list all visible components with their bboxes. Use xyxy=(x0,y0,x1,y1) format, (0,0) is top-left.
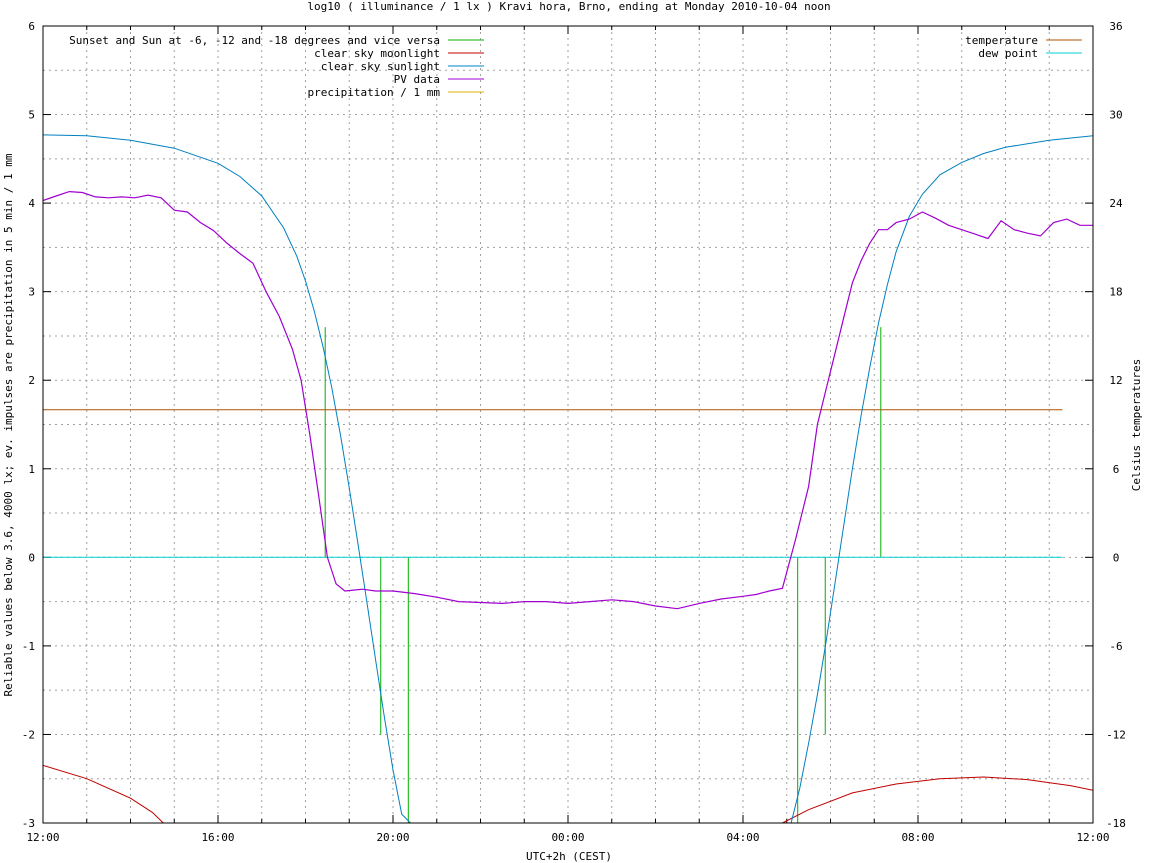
legend-label: dew point xyxy=(978,47,1038,60)
legend-label: Sunset and Sun at -6, -12 and -18 degree… xyxy=(69,34,440,47)
y2-axis-label: Celsius temperatures xyxy=(1130,359,1143,491)
x-tick-label: 16:00 xyxy=(201,831,234,844)
pv-data-line xyxy=(43,190,1093,610)
y2-tick-label: 0 xyxy=(1113,551,1120,564)
legend-label: temperature xyxy=(965,34,1038,47)
x-tick-label: 20:00 xyxy=(376,831,409,844)
y-tick-label: -3 xyxy=(22,817,35,830)
y-tick-label: 0 xyxy=(28,551,35,564)
y2-tick-label: -6 xyxy=(1109,640,1122,653)
y-tick-label: 5 xyxy=(28,109,35,122)
y-axis-label: Reliable values below 3.6, 4000 lx; ev. … xyxy=(2,153,15,696)
legend-label: precipitation / 1 mm xyxy=(308,86,441,99)
series-layer xyxy=(43,134,1093,823)
y2-tick-label: 6 xyxy=(1113,463,1120,476)
x-tick-label: 12:00 xyxy=(26,831,59,844)
legend-left: Sunset and Sun at -6, -12 and -18 degree… xyxy=(69,34,484,99)
y-tick-label: -2 xyxy=(22,728,35,741)
moonlight-line xyxy=(782,776,1093,823)
y-tick-label: 1 xyxy=(28,463,35,476)
x-tick-label: 00:00 xyxy=(551,831,584,844)
y-tick-label: -1 xyxy=(22,640,35,653)
y2-tick-label: 18 xyxy=(1109,286,1122,299)
moonlight-line xyxy=(43,764,164,823)
chart-title: log10 ( illuminance / 1 lx ) Kravi hora,… xyxy=(307,0,830,13)
y-tick-label: 2 xyxy=(28,374,35,387)
x-axis-label: UTC+2h (CEST) xyxy=(526,850,612,863)
y2-tick-label: 36 xyxy=(1109,20,1122,33)
y-axis-left: -3 -2 -1 0 1 2 3 4 5 6 xyxy=(22,20,51,830)
legend-label: PV data xyxy=(394,73,440,86)
x-tick-label: 08:00 xyxy=(901,831,934,844)
y-axis-right: -18 -12 -6 0 6 12 18 24 30 36 xyxy=(1085,20,1126,830)
y2-tick-label: -12 xyxy=(1106,728,1126,741)
plot-frame xyxy=(42,25,1094,824)
legend-label: clear sky sunlight xyxy=(321,60,440,73)
x-tick-label: 12:00 xyxy=(1076,831,1109,844)
x-axis: 12:00 16:00 20:00 00:00 04:00 08:00 12:00 xyxy=(26,26,1110,844)
y-tick-label: 6 xyxy=(28,20,35,33)
y-tick-label: 3 xyxy=(28,286,35,299)
y2-tick-label: 12 xyxy=(1109,374,1122,387)
y2-tick-label: 30 xyxy=(1109,109,1122,122)
y2-tick-label: -18 xyxy=(1106,817,1126,830)
grid xyxy=(43,26,1093,823)
x-tick-label: 04:00 xyxy=(726,831,759,844)
legend-label: clear sky moonlight xyxy=(314,47,440,60)
y2-tick-label: 24 xyxy=(1109,197,1123,210)
sunlight-line xyxy=(43,134,1093,823)
y-tick-label: 4 xyxy=(28,197,35,210)
